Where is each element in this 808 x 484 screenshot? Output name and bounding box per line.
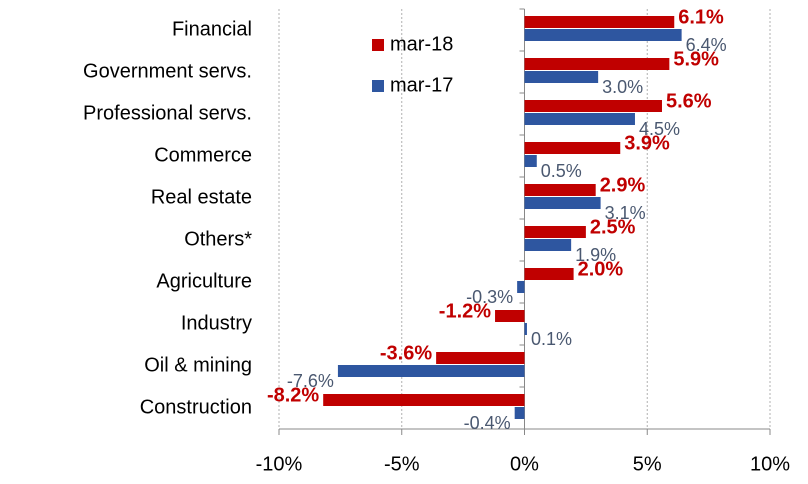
value-label: 2.0% (578, 258, 624, 280)
bar (524, 16, 675, 28)
value-label: 0.5% (541, 161, 582, 181)
value-label: 2.9% (600, 174, 646, 196)
bar (524, 155, 537, 167)
bar (524, 142, 621, 154)
x-tick-label: -10% (256, 453, 303, 475)
bar (524, 113, 635, 125)
value-label: 2.5% (590, 216, 636, 238)
x-tick-label: 0% (510, 453, 539, 475)
x-tick-label: -5% (384, 453, 420, 475)
x-tick-label: 5% (633, 453, 662, 475)
category-label: Financial (172, 18, 252, 40)
value-label: -8.2% (267, 384, 319, 406)
legend-label: mar-18 (390, 33, 453, 55)
category-label: Industry (181, 312, 252, 334)
value-label: -1.2% (439, 300, 491, 322)
category-label: Others* (184, 228, 252, 250)
value-label: 6.4% (686, 35, 727, 55)
bar (524, 29, 682, 41)
value-label: -7.6% (287, 371, 334, 391)
value-label: 6.1% (678, 6, 724, 28)
value-label: -0.4% (464, 413, 511, 433)
bar (524, 71, 599, 83)
x-tick-label: 10% (750, 453, 790, 475)
category-label: Commerce (154, 144, 252, 166)
category-label: Agriculture (156, 270, 252, 292)
value-label: 5.6% (666, 90, 712, 112)
bar (524, 197, 601, 209)
category-label: Government servs. (83, 60, 252, 82)
value-label: -3.6% (380, 342, 432, 364)
value-label: 3.9% (624, 132, 670, 154)
value-label: 0.1% (531, 329, 572, 349)
value-label: 3.0% (602, 77, 643, 97)
value-label: 3.1% (605, 203, 646, 223)
bar (495, 310, 525, 322)
value-label: 4.5% (639, 119, 680, 139)
bar (524, 226, 586, 238)
bar (524, 239, 572, 251)
bar (524, 323, 527, 335)
legend-swatch (372, 80, 384, 92)
bar (524, 184, 596, 196)
category-label: Real estate (151, 186, 252, 208)
value-label: 5.9% (673, 48, 719, 70)
category-label: Oil & mining (144, 354, 252, 376)
value-label: -0.3% (466, 287, 513, 307)
bar (323, 394, 525, 406)
category-label: Professional servs. (83, 102, 252, 124)
value-label: 1.9% (575, 245, 616, 265)
bar (524, 100, 662, 112)
bar (436, 352, 525, 364)
bar (337, 365, 525, 377)
legend-label: mar-17 (390, 74, 453, 96)
legend-swatch (372, 39, 384, 51)
category-label: Construction (140, 396, 252, 418)
bar (524, 268, 574, 280)
bar (514, 407, 525, 419)
bar (517, 281, 525, 293)
bar (524, 58, 670, 70)
